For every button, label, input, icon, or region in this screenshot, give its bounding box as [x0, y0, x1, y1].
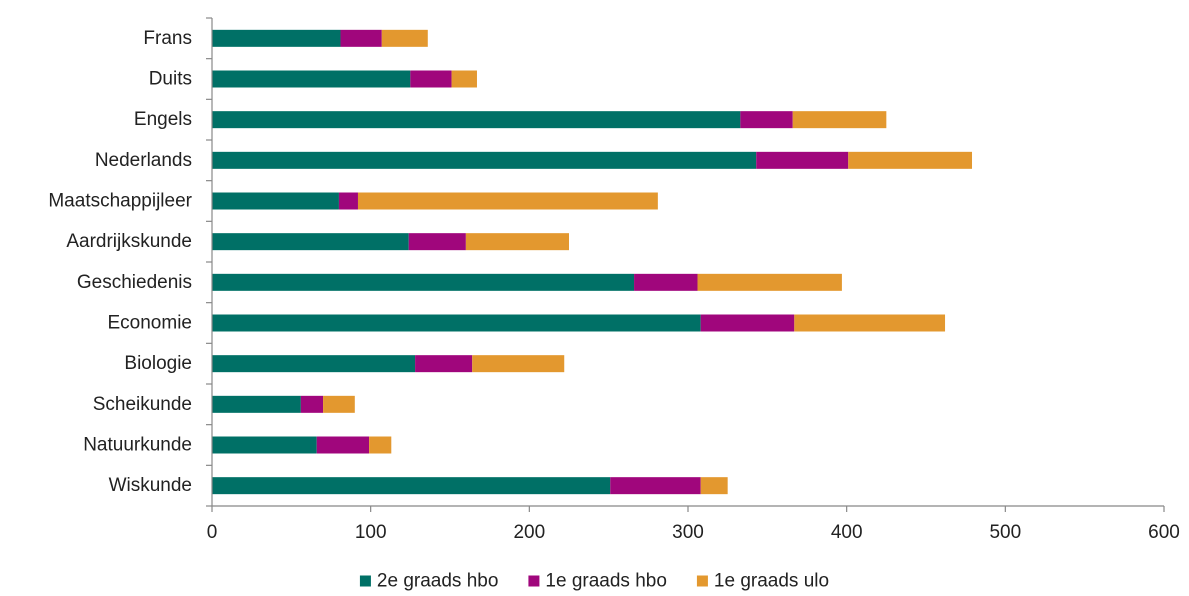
bar-segment — [410, 70, 452, 88]
bar-segment — [212, 233, 409, 251]
bar-segment — [323, 395, 355, 413]
x-tick-label: 300 — [672, 522, 704, 543]
x-tick-labels: 0 100 200 300 400 500 600 — [207, 522, 1180, 543]
category-label: Duits — [149, 69, 192, 90]
bar-segment — [300, 395, 324, 413]
bar-segment — [465, 233, 569, 251]
bar-segment — [212, 151, 757, 169]
bar-segment — [700, 314, 795, 332]
bar-segment — [610, 477, 701, 495]
category-label: Economie — [108, 313, 193, 334]
legend-swatch — [528, 575, 540, 587]
category-label: Geschiedenis — [77, 272, 192, 293]
category-label: Frans — [143, 28, 192, 49]
category-label: Maatschappijleer — [48, 191, 192, 212]
bar-segment — [212, 395, 301, 413]
category-label: Natuurkunde — [83, 435, 192, 456]
legend-label: 2e graads hbo — [377, 571, 499, 592]
bar-segment — [415, 355, 473, 373]
category-label: Aardrijkskunde — [66, 231, 192, 252]
legend-swatch — [696, 575, 708, 587]
category-labels: Wiskunde Natuurkunde Scheikunde Biologie Eco… — [48, 28, 192, 496]
legend-swatch — [359, 575, 371, 587]
category-label: Biologie — [124, 353, 192, 374]
bar-segment — [451, 70, 477, 88]
category-label: Wiskunde — [109, 475, 192, 496]
bar-segment — [212, 355, 416, 373]
x-tick-label: 600 — [1148, 522, 1180, 543]
bar-segment — [357, 192, 658, 210]
bar-segment — [369, 436, 392, 454]
bar-segment — [212, 70, 411, 88]
bar-segment — [472, 355, 565, 373]
x-tick-label: 400 — [831, 522, 863, 543]
bar-segment — [756, 151, 849, 169]
category-label: Scheikunde — [93, 394, 192, 415]
x-tick-label: 0 — [207, 522, 218, 543]
bar-segment — [212, 477, 611, 495]
bar-segment — [792, 111, 887, 129]
legend: 2e graads hbo 1e graads hbo 1e graads ulo — [359, 571, 829, 592]
bar-segment — [212, 314, 701, 332]
bar-segment — [408, 233, 466, 251]
legend-label: 1e graads hbo — [545, 571, 667, 592]
bar-segment — [381, 29, 428, 47]
bars-layer — [212, 29, 973, 495]
bar-segment — [212, 111, 741, 129]
bar-segment — [340, 29, 382, 47]
bar-segment — [212, 29, 341, 47]
bar-segment — [697, 273, 842, 291]
bar-segment — [316, 436, 370, 454]
legend-label: 1e graads ulo — [714, 571, 829, 592]
x-tick-label: 500 — [989, 522, 1021, 543]
bar-segment — [212, 436, 317, 454]
category-label: Engels — [134, 109, 192, 130]
category-label: Nederlands — [95, 150, 192, 171]
bar-segment — [794, 314, 946, 332]
bar-segment — [740, 111, 793, 129]
bar-segment — [212, 192, 339, 210]
bar-segment — [700, 477, 728, 495]
bar-segment — [338, 192, 358, 210]
x-tick-label: 200 — [513, 522, 545, 543]
x-tick-label: 100 — [355, 522, 387, 543]
bar-segment — [634, 273, 698, 291]
axes-layer — [206, 17, 1165, 512]
bar-segment — [212, 273, 635, 291]
bar-segment — [848, 151, 973, 169]
